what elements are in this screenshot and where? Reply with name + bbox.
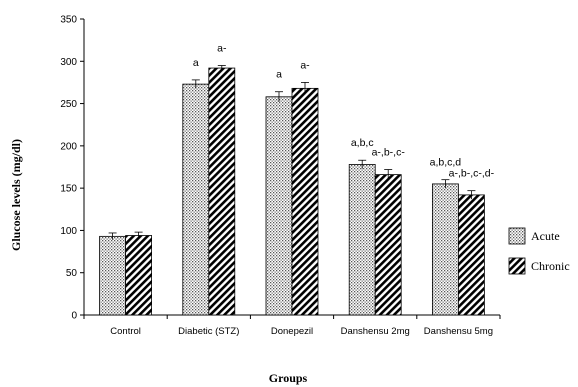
legend: Acute Chronic [508, 227, 570, 275]
x-tick-label: Donepezil [271, 326, 313, 337]
bar-acute [99, 235, 126, 316]
x-tick-label: Diabetic (STZ) [178, 326, 239, 337]
y-tick-label: 100 [60, 226, 77, 237]
significance-label: a,b,c [351, 137, 374, 149]
legend-swatch-chronic [508, 257, 526, 275]
y-tick-label: 200 [60, 141, 77, 152]
significance-label: a [276, 69, 282, 81]
bar-acute [182, 83, 210, 316]
bar-acute [348, 164, 376, 316]
significance-label: a,b,c,d [430, 157, 462, 169]
bar-chronic [125, 235, 152, 316]
legend-label: Acute [531, 229, 560, 243]
x-axis-title: Groups [269, 371, 308, 385]
bar-acute [431, 183, 459, 316]
y-tick-label: 0 [71, 311, 77, 322]
x-tick-label: Danshensu 2mg [341, 326, 410, 337]
legend-label: Chronic [531, 259, 570, 273]
y-tick-label: 150 [60, 184, 77, 195]
bars [99, 65, 485, 316]
y-tick-label: 300 [60, 57, 77, 68]
bar-acute [265, 96, 293, 316]
bar-chronic [374, 174, 402, 316]
y-tick-label: 250 [60, 99, 77, 110]
significance-label: a [193, 57, 199, 69]
y-tick-label: 50 [66, 268, 78, 279]
axes: 0 50 100 150 200 250 300 350 Control Diabetic (ST… [60, 15, 501, 337]
significance-label: a-,b-,c- [372, 147, 406, 159]
significance-label: a-,b-,c-,d- [449, 168, 495, 180]
significance-label: a- [300, 59, 310, 71]
legend-swatch-acute [508, 227, 526, 245]
significance-label: a- [217, 43, 227, 55]
bar-chronic [291, 87, 319, 316]
x-tick-label: Danshensu 5mg [424, 326, 493, 337]
bar-chronic [208, 67, 236, 316]
bar-chronic [457, 194, 485, 316]
x-tick-label: Control [110, 326, 141, 337]
y-axis-title: Glucose levels (mg/dl) [9, 139, 23, 251]
significance-annotations: a a-a a-a,b,ca-,b-,c-a,b,c,da-,b-,c-,d- [193, 43, 495, 180]
y-tick-label: 350 [60, 15, 77, 26]
